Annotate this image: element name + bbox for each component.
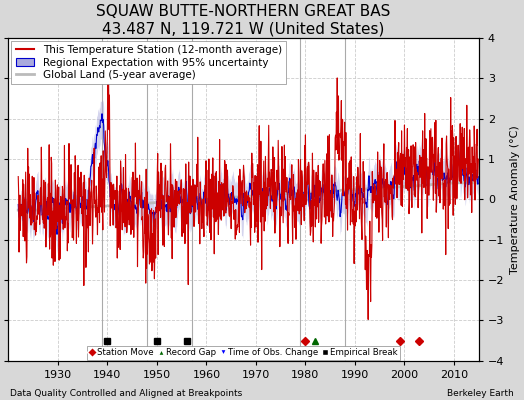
Title: SQUAW BUTTE-NORTHERN GREAT BAS
43.487 N, 119.721 W (United States): SQUAW BUTTE-NORTHERN GREAT BAS 43.487 N,…	[96, 4, 391, 36]
Text: Berkeley Earth: Berkeley Earth	[447, 389, 514, 398]
Text: Data Quality Controlled and Aligned at Breakpoints: Data Quality Controlled and Aligned at B…	[10, 389, 243, 398]
Legend: Station Move, Record Gap, Time of Obs. Change, Empirical Break: Station Move, Record Gap, Time of Obs. C…	[86, 346, 400, 360]
Y-axis label: Temperature Anomaly (°C): Temperature Anomaly (°C)	[510, 125, 520, 274]
